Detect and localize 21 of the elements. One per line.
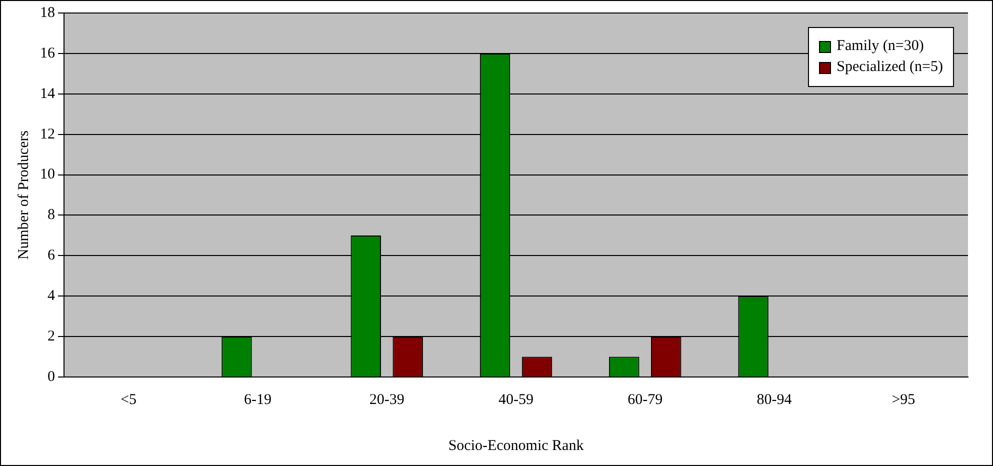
x-tick-label: 40-59 [498, 392, 534, 408]
x-axis-title: Socio-Economic Rank [448, 438, 584, 454]
y-tick-label: 18 [40, 4, 55, 21]
x-tick-label: 60-79 [628, 392, 663, 408]
y-tick-label: 16 [40, 45, 56, 62]
y-tick-label: 14 [40, 86, 56, 102]
y-tick-label: 6 [48, 248, 56, 264]
y-tick-label: 10 [40, 166, 55, 183]
y-tick-label: 2 [48, 328, 55, 344]
legend-label: Family (n=30) [836, 38, 924, 55]
y-tick-label: 4 [48, 288, 56, 304]
y-tick-label: 12 [40, 126, 55, 142]
x-tick-label: 6-19 [244, 392, 272, 408]
y-axis-title: Number of Producers [16, 130, 32, 260]
y-tick-label: 0 [48, 368, 55, 385]
x-tick-label: <5 [120, 392, 137, 408]
y-tick-label: 8 [48, 207, 55, 224]
x-tick-label: >95 [892, 392, 916, 408]
x-tick-label: 80-94 [756, 392, 792, 408]
legend-label: Specialized (n=5) [836, 59, 943, 76]
x-tick-label: 20-39 [369, 392, 404, 408]
